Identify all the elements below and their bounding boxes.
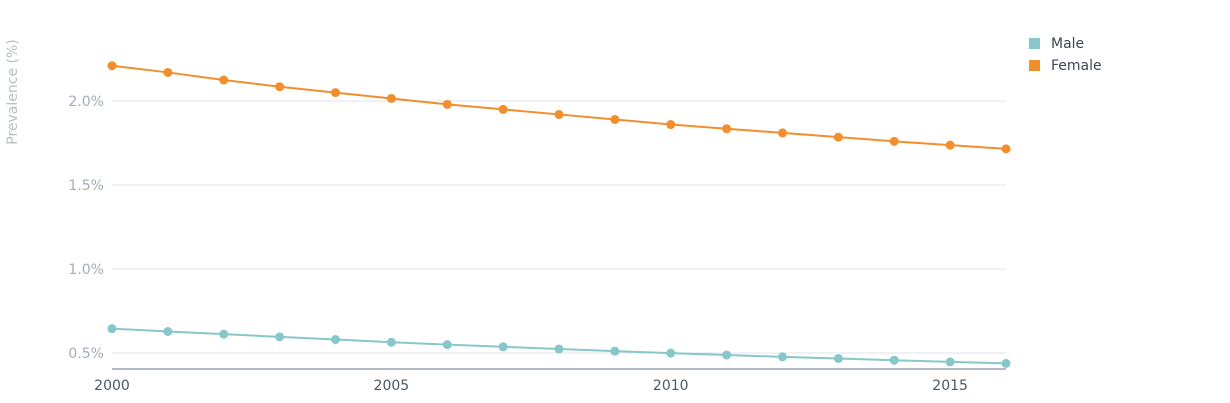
y-tick-label: 0.5% bbox=[68, 346, 104, 362]
data-point-female[interactable] bbox=[833, 132, 843, 142]
series-female bbox=[107, 61, 1011, 154]
legend-item-female[interactable]: Female bbox=[1029, 58, 1102, 74]
data-point-female[interactable] bbox=[889, 136, 899, 146]
y-axis-label: Prevalence (%) bbox=[5, 39, 21, 145]
series-male bbox=[107, 324, 1011, 368]
data-point-male[interactable] bbox=[1001, 358, 1011, 368]
data-point-female[interactable] bbox=[107, 61, 117, 71]
data-point-female[interactable] bbox=[275, 82, 285, 92]
x-tick-label: 2005 bbox=[374, 378, 410, 394]
data-point-male[interactable] bbox=[666, 348, 676, 358]
x-axis-ticks: 2000 2005 2010 2015 bbox=[94, 378, 968, 394]
y-tick-label: 2.0% bbox=[68, 94, 104, 110]
data-point-female[interactable] bbox=[722, 124, 732, 134]
data-point-male[interactable] bbox=[722, 350, 732, 360]
data-point-female[interactable] bbox=[1001, 144, 1011, 154]
data-point-female[interactable] bbox=[554, 109, 564, 119]
data-point-male[interactable] bbox=[889, 355, 899, 365]
legend-label: Male bbox=[1051, 36, 1084, 52]
data-point-male[interactable] bbox=[442, 340, 452, 350]
legend-swatch bbox=[1029, 38, 1040, 49]
data-point-female[interactable] bbox=[778, 128, 787, 138]
data-point-male[interactable] bbox=[778, 352, 787, 362]
x-tick-label: 2015 bbox=[932, 378, 968, 394]
data-point-female[interactable] bbox=[163, 67, 173, 77]
x-tick-label: 2000 bbox=[94, 378, 130, 394]
series bbox=[107, 61, 1011, 368]
data-point-female[interactable] bbox=[331, 88, 340, 98]
data-point-male[interactable] bbox=[219, 329, 229, 339]
x-tick-label: 2010 bbox=[653, 378, 689, 394]
data-point-female[interactable] bbox=[219, 75, 229, 85]
data-point-female[interactable] bbox=[442, 99, 452, 109]
data-point-female[interactable] bbox=[666, 120, 676, 130]
data-point-male[interactable] bbox=[275, 332, 285, 342]
data-point-male[interactable] bbox=[386, 337, 396, 347]
data-point-female[interactable] bbox=[945, 140, 955, 150]
data-point-male[interactable] bbox=[163, 326, 173, 336]
y-tick-label: 1.0% bbox=[68, 262, 104, 278]
data-point-female[interactable] bbox=[386, 93, 396, 103]
data-point-male[interactable] bbox=[498, 342, 508, 352]
legend-swatch bbox=[1029, 60, 1040, 71]
y-tick-label: 1.5% bbox=[68, 178, 104, 194]
y-axis-ticks: 0.5% 1.0% 1.5% 2.0% bbox=[68, 94, 104, 362]
data-point-male[interactable] bbox=[107, 324, 117, 334]
data-point-male[interactable] bbox=[945, 357, 955, 367]
data-point-male[interactable] bbox=[833, 354, 843, 364]
legend-item-male[interactable]: Male bbox=[1029, 36, 1084, 52]
legend-label: Female bbox=[1051, 58, 1102, 74]
series-line-female bbox=[111, 64, 1007, 150]
data-point-male[interactable] bbox=[610, 346, 620, 356]
data-point-male[interactable] bbox=[331, 335, 340, 345]
data-point-female[interactable] bbox=[498, 104, 508, 114]
data-point-female[interactable] bbox=[610, 114, 620, 124]
legend: Male Female bbox=[1029, 36, 1102, 74]
data-point-male[interactable] bbox=[554, 344, 564, 354]
